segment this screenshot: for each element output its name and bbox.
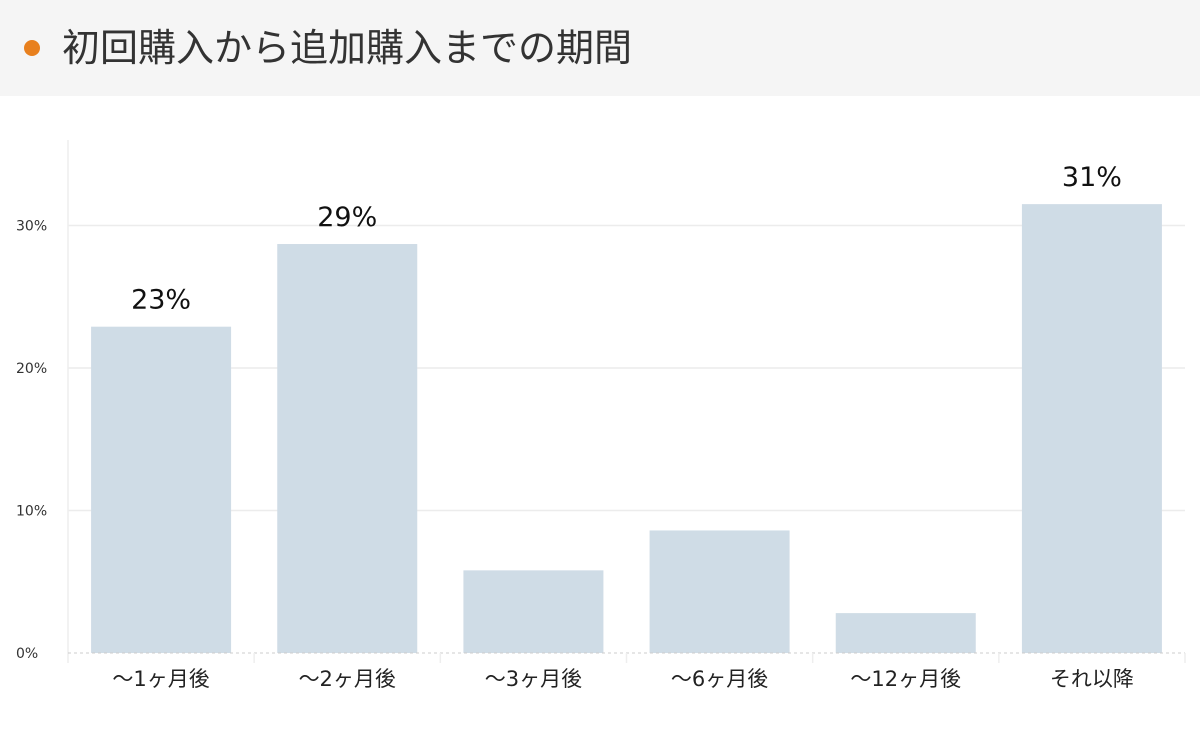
x-tick-label: 〜3ヶ月後 [485,667,582,691]
chart-title: 初回購入から追加購入までの期間 [62,26,633,70]
data-label: 23% [131,285,191,316]
y-tick-label: 0% [16,646,38,662]
bar [91,326,232,653]
x-tick-label: 〜1ヶ月後 [112,667,209,691]
y-tick-label: 20% [16,361,47,377]
chart-svg: 0% 10% 20% 30% 〜1ヶ月後 23% 〜2ヶ月後 29% 〜3ヶ月後 〜6ヶ月後 〜12… [16,140,1186,691]
y-tick-label: 30% [16,219,47,235]
data-label: 31% [1062,162,1122,193]
bar [1021,204,1162,653]
chart-header: 初回購入から追加購入までの期間 [0,0,1200,96]
bar-chart: 0% 10% 20% 30% 〜1ヶ月後 23% 〜2ヶ月後 29% 〜3ヶ月後 〜6ヶ月後 〜12… [0,96,1200,726]
x-tick-label: 〜6ヶ月後 [671,667,768,691]
y-tick-label: 10% [16,504,47,520]
x-tick-label: 〜12ヶ月後 [850,667,961,691]
bars [91,204,1162,653]
axes [67,140,1186,663]
bar [463,570,604,653]
bar [649,530,790,653]
grid-lines [68,224,1185,512]
title-dot-icon [24,40,40,56]
data-label: 29% [317,202,377,233]
bar [277,244,418,653]
x-tick-label: 〜2ヶ月後 [299,667,396,691]
bar [835,613,976,653]
x-tick-label: それ以降 [1050,667,1134,691]
labels: 0% 10% 20% 30% 〜1ヶ月後 23% 〜2ヶ月後 29% 〜3ヶ月後 〜6ヶ月後 〜12… [16,162,1134,691]
